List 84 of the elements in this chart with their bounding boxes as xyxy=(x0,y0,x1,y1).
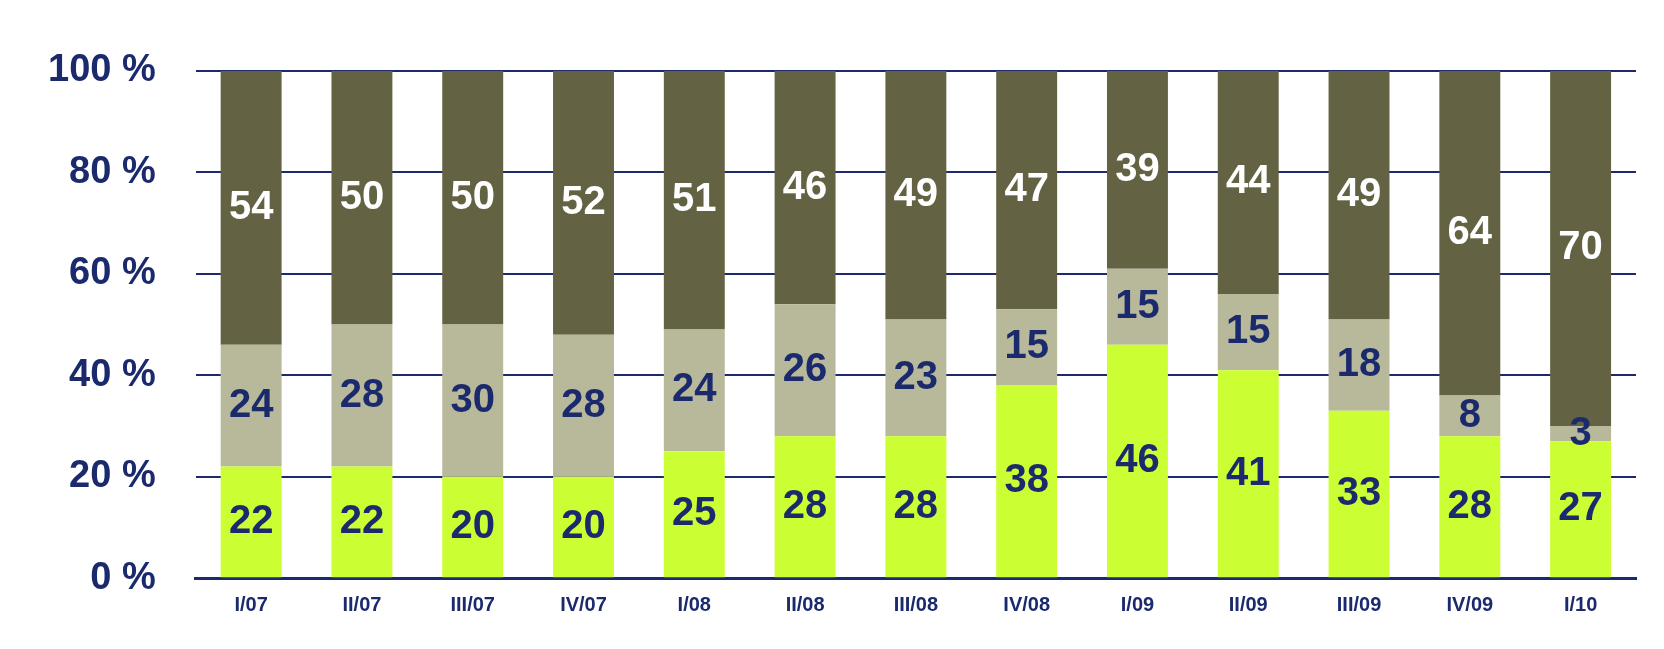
data-label: 24 xyxy=(228,380,275,425)
bar xyxy=(1217,370,1279,578)
bar xyxy=(996,70,1058,310)
bar xyxy=(442,70,504,325)
x-tick-label: I/10 xyxy=(1563,592,1598,615)
x-tick-label: I/09 xyxy=(1120,592,1155,615)
x-tick-label: IV/07 xyxy=(560,592,607,615)
x-tick-label: IV/08 xyxy=(1003,592,1051,615)
data-label: 46 xyxy=(1115,436,1160,481)
x-tick-label: I/08 xyxy=(677,592,711,615)
data-label: 52 xyxy=(561,177,606,222)
data-label: 47 xyxy=(1004,165,1049,210)
data-label: 28 xyxy=(893,481,939,526)
bar xyxy=(553,334,614,477)
bar xyxy=(663,70,725,330)
data-label: 24 xyxy=(672,365,718,410)
data-label: 23 xyxy=(893,352,939,397)
x-tick-label: II/07 xyxy=(342,592,382,615)
bar xyxy=(774,436,836,578)
bar xyxy=(885,319,947,437)
data-label: 15 xyxy=(1225,307,1271,352)
data-label: 70 xyxy=(1558,223,1603,268)
bar xyxy=(774,70,836,305)
data-label: 20 xyxy=(561,501,606,546)
data-label: 28 xyxy=(782,481,828,526)
x-tick-label: IV/09 xyxy=(1446,592,1494,615)
x-tick-label: I/07 xyxy=(234,592,268,615)
bar xyxy=(331,324,393,467)
x-tick-label: II/08 xyxy=(785,592,825,615)
bar xyxy=(331,70,393,325)
y-tick-label: 40 % xyxy=(69,351,156,394)
bar xyxy=(774,304,836,437)
data-label: 39 xyxy=(1115,144,1160,189)
bar xyxy=(996,385,1058,578)
bar xyxy=(220,70,282,345)
data-label: 20 xyxy=(450,501,495,546)
data-label: 41 xyxy=(1225,448,1271,493)
y-tick-label: 60 % xyxy=(69,250,156,293)
y-tick-label: 20 % xyxy=(69,453,156,496)
data-label: 44 xyxy=(1225,157,1272,202)
bar xyxy=(1106,70,1168,269)
x-tick-label: III/08 xyxy=(893,592,939,615)
bar xyxy=(1328,410,1390,578)
x-tick-label: III/09 xyxy=(1336,592,1382,615)
data-label: 54 xyxy=(228,182,275,227)
data-label: 18 xyxy=(1336,340,1382,385)
data-label: 15 xyxy=(1115,281,1160,326)
data-label: 38 xyxy=(1004,456,1049,501)
data-label: 28 xyxy=(561,380,606,425)
y-tick-label: 100 % xyxy=(48,47,156,90)
bar xyxy=(1439,70,1501,396)
data-label: 28 xyxy=(339,370,385,415)
data-label: 49 xyxy=(1336,170,1382,215)
bar xyxy=(885,436,947,578)
data-label: 50 xyxy=(450,172,495,217)
bar xyxy=(1328,70,1390,320)
bar xyxy=(663,451,725,578)
bar xyxy=(885,70,947,320)
data-label: 25 xyxy=(672,489,717,534)
data-label: 51 xyxy=(672,175,717,220)
data-label: 28 xyxy=(1447,481,1493,526)
data-label: 8 xyxy=(1458,390,1481,435)
data-label: 64 xyxy=(1447,208,1493,253)
bar xyxy=(220,344,282,467)
data-label: 30 xyxy=(450,375,495,420)
bar xyxy=(553,70,614,335)
bar xyxy=(1106,344,1168,578)
y-tick-label: 80 % xyxy=(69,148,156,191)
data-label: 27 xyxy=(1558,484,1603,529)
x-tick-label: III/07 xyxy=(450,592,495,615)
data-label: 22 xyxy=(339,496,385,541)
data-label: 22 xyxy=(228,496,274,541)
bar xyxy=(1439,436,1501,578)
data-label: 33 xyxy=(1336,469,1382,514)
data-label: 15 xyxy=(1004,322,1049,367)
bar xyxy=(663,329,725,452)
bar xyxy=(442,324,504,477)
data-label: 26 xyxy=(782,345,828,390)
data-label: 46 xyxy=(782,162,828,207)
data-label: 49 xyxy=(893,170,939,215)
x-tick-label: II/09 xyxy=(1228,592,1268,615)
y-tick-label: 0 % xyxy=(90,554,156,597)
bar xyxy=(1217,70,1279,295)
data-label: 50 xyxy=(339,172,385,217)
